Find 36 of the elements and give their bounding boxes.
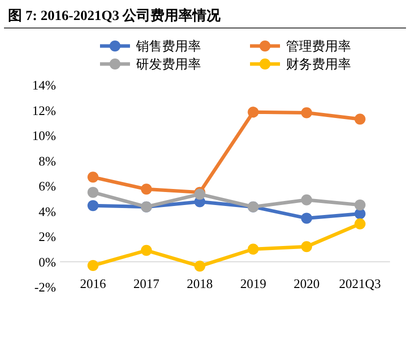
- x-tick-label: 2020: [294, 276, 320, 291]
- y-tick-label: 12%: [32, 102, 56, 118]
- y-tick-label: -2%: [34, 280, 56, 295]
- point: [354, 114, 366, 125]
- legend-label: 管理费用率: [286, 38, 351, 54]
- point: [140, 244, 152, 256]
- x-tick-label: 2018: [186, 276, 213, 291]
- y-tick-label: 0%: [38, 254, 56, 270]
- y-tick-label: 4%: [38, 204, 56, 219]
- point: [301, 241, 312, 252]
- point: [301, 107, 312, 118]
- legend-label: 财务费用率: [286, 56, 351, 72]
- chart-title: 图 7: 2016-2021Q3 公司费用率情况: [8, 7, 222, 24]
- point: [301, 212, 312, 224]
- y-tick-label: 2%: [38, 229, 56, 244]
- legend-label: 销售费用率: [135, 38, 201, 54]
- point: [354, 218, 366, 230]
- x-tick-label: 2017: [133, 276, 160, 291]
- point: [88, 172, 98, 183]
- point: [194, 260, 206, 272]
- point: [88, 186, 98, 198]
- x-tick-label: 2019: [240, 276, 266, 291]
- point: [140, 184, 152, 195]
- y-tick-label: 10%: [32, 128, 56, 144]
- point: [301, 194, 312, 206]
- point: [88, 260, 98, 272]
- x-tick-label: 2021Q3: [339, 276, 381, 291]
- point: [88, 200, 98, 212]
- point: [248, 106, 259, 118]
- point: [248, 244, 259, 255]
- y-tick-label: 6%: [38, 178, 56, 194]
- legend-label: 研发费用率: [136, 56, 201, 72]
- x-tick-label: 2016: [80, 276, 106, 291]
- point: [354, 199, 366, 210]
- y-tick-label: 8%: [38, 153, 56, 168]
- y-tick-label: 14%: [32, 78, 56, 93]
